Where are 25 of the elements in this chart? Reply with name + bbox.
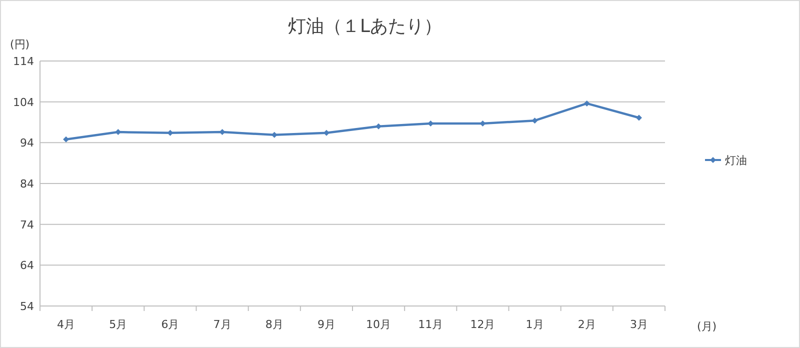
x-tick-label: 4月 [57,318,76,331]
point [584,100,590,106]
x-tick-label: 6月 [161,318,180,331]
x-tick-label: 7月 [213,318,232,331]
x-tick-label: 11月 [418,318,444,331]
legend-label: 灯油 [725,154,747,167]
y-tick-label: 64 [20,259,34,272]
y-tick-label: 54 [20,300,34,313]
y-tick-label: 104 [13,96,34,109]
y-tick-label: 94 [20,136,34,150]
x-tick-label: 12月 [470,318,496,331]
x-tick-label: 2月 [578,318,596,331]
x-axis-title: (月) [697,320,717,333]
x-tick-label: 5月 [109,318,128,331]
x-tick-label: 9月 [317,318,336,331]
x-tick-label: 8月 [265,318,284,331]
y-tick-label: 84 [20,178,34,190]
x-tick-label: 10月 [366,318,392,331]
point [636,114,642,121]
y-axis-title: (円) [10,38,30,51]
chart-title: 灯油（１Lあたり） [288,16,442,37]
x-tick-label: 1月 [526,318,544,331]
y-tick-label: 74 [20,218,34,232]
y-tick-label: 114 [13,55,34,68]
x-tick-label: 3月 [630,318,648,331]
